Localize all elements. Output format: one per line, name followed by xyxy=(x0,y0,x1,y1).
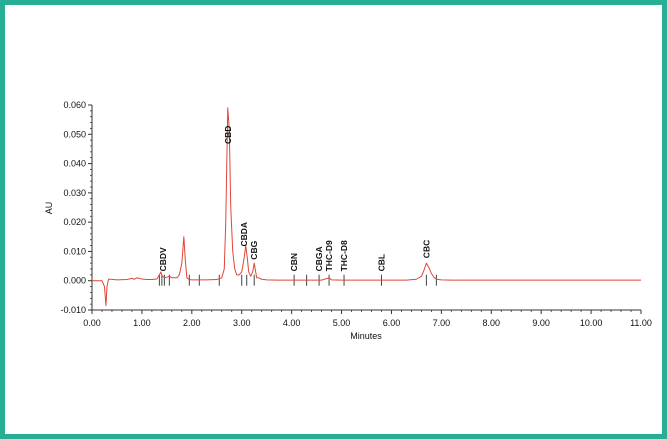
peak-label: CBL xyxy=(377,254,387,271)
x-tick-label: 8.00 xyxy=(483,318,501,328)
x-tick-label: 9.00 xyxy=(532,318,550,328)
peak-label: CBDA xyxy=(239,222,249,247)
peak-label: THC-D8 xyxy=(339,240,349,271)
x-tick-label: 0.00 xyxy=(83,318,101,328)
x-tick-label: 6.00 xyxy=(383,318,401,328)
chromatogram-trace xyxy=(92,107,641,307)
x-tick-label: 3.00 xyxy=(233,318,251,328)
y-tick-label: 0.050 xyxy=(63,129,86,139)
peak-label: CBD xyxy=(223,126,233,144)
x-tick-label: 2.00 xyxy=(183,318,201,328)
y-tick-label: 0.060 xyxy=(63,100,86,110)
peak-label: CBDV xyxy=(158,247,168,271)
x-axis-label: Minutes xyxy=(350,331,382,341)
y-axis-label: AU xyxy=(44,202,54,215)
y-tick-label: 0.010 xyxy=(63,246,86,256)
y-tick-label: 0.040 xyxy=(63,159,86,169)
x-tick-label: 10.00 xyxy=(580,318,603,328)
peak-label: CBGA xyxy=(314,246,324,271)
axes: -0.010 0.000 0.010 0.020 0.030 0.040 0.050 0.06… xyxy=(60,100,651,328)
y-tick-label: 0.020 xyxy=(63,217,86,227)
x-tick-label: 1.00 xyxy=(133,318,151,328)
x-tick-label: 5.00 xyxy=(333,318,351,328)
x-tick-label: 11.00 xyxy=(630,318,652,328)
y-tick-label: 0.030 xyxy=(63,188,86,198)
peak-label: CBN xyxy=(289,253,299,271)
x-tick-label: 4.00 xyxy=(283,318,301,328)
peak-label: CBC xyxy=(421,240,431,258)
x-tick-label: 7.00 xyxy=(433,318,451,328)
peak-label: THC-D9 xyxy=(324,240,334,271)
peak-label: CBG xyxy=(249,240,259,259)
y-tick-label: 0.000 xyxy=(63,276,86,286)
y-tick-label: -0.010 xyxy=(60,305,86,315)
